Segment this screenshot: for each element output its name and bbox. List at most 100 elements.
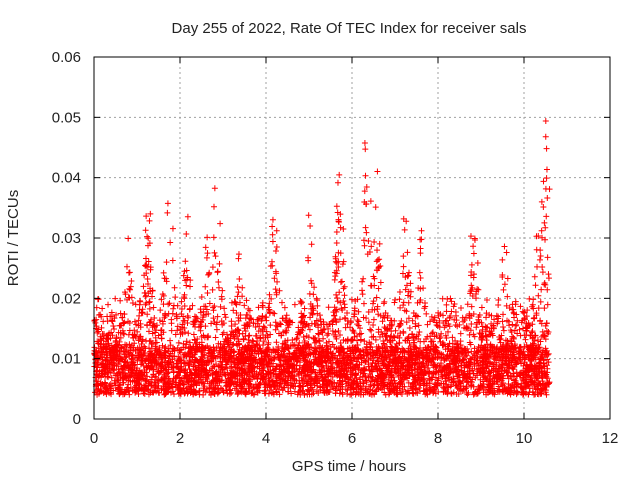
- data-point: [331, 379, 338, 386]
- data-point: [228, 299, 235, 306]
- data-point: [362, 146, 369, 153]
- data-point: [452, 358, 459, 365]
- data-point: [367, 326, 374, 333]
- data-point: [383, 326, 390, 333]
- data-point: [409, 317, 416, 324]
- data-point: [158, 363, 165, 370]
- data-point: [121, 311, 128, 318]
- data-point: [308, 280, 315, 287]
- data-point: [543, 145, 550, 152]
- data-point: [360, 237, 367, 244]
- data-point: [500, 286, 507, 293]
- data-point: [145, 258, 152, 265]
- data-point: [417, 274, 424, 281]
- data-point: [313, 317, 320, 324]
- data-point: [184, 312, 191, 319]
- data-point: [146, 240, 153, 247]
- data-point: [240, 336, 247, 343]
- data-point: [122, 359, 129, 366]
- data-point: [404, 292, 411, 299]
- data-point: [374, 168, 381, 175]
- data-point: [530, 296, 537, 303]
- data-point: [234, 283, 241, 290]
- data-point: [132, 301, 139, 308]
- data-point: [372, 388, 379, 395]
- data-point: [239, 284, 246, 291]
- data-point: [467, 233, 474, 240]
- data-point: [298, 374, 305, 381]
- data-point: [128, 277, 135, 284]
- data-point: [365, 319, 372, 326]
- data-point: [536, 256, 543, 263]
- data-point: [228, 363, 235, 370]
- data-point: [94, 329, 101, 336]
- data-point: [211, 303, 218, 310]
- data-point: [501, 243, 508, 250]
- data-point: [168, 327, 175, 334]
- data-point: [342, 386, 349, 393]
- data-point: [473, 324, 480, 331]
- data-point: [216, 260, 223, 267]
- data-point: [347, 319, 354, 326]
- data-point: [212, 334, 219, 341]
- data-point: [544, 194, 551, 201]
- data-point: [269, 231, 276, 238]
- data-point: [214, 268, 221, 275]
- data-point: [380, 337, 387, 344]
- data-point: [469, 293, 476, 300]
- data-point: [192, 349, 199, 356]
- data-point: [323, 339, 330, 346]
- data-point: [325, 304, 332, 311]
- data-point: [113, 311, 120, 318]
- data-point: [337, 224, 344, 231]
- data-point: [240, 335, 247, 342]
- data-point: [291, 388, 298, 395]
- data-point: [313, 295, 320, 302]
- data-point: [473, 348, 480, 355]
- data-point: [348, 296, 355, 303]
- data-point: [540, 178, 547, 185]
- data-point: [374, 256, 381, 263]
- data-point: [178, 298, 185, 305]
- data-point: [501, 281, 508, 288]
- data-point: [372, 336, 379, 343]
- data-point: [93, 323, 100, 330]
- data-point: [266, 300, 273, 307]
- data-point: [198, 294, 205, 301]
- data-point: [233, 310, 240, 317]
- data-point: [209, 264, 216, 271]
- data-point: [521, 316, 528, 323]
- data-point: [374, 247, 381, 254]
- data-point: [471, 333, 478, 340]
- data-point: [271, 275, 278, 282]
- data-point: [438, 330, 445, 337]
- data-point: [334, 179, 341, 186]
- data-point: [187, 283, 194, 290]
- data-point: [516, 371, 523, 378]
- data-point: [166, 300, 173, 307]
- data-point: [283, 312, 290, 319]
- data-point: [215, 279, 222, 286]
- data-point: [504, 337, 511, 344]
- data-point: [452, 308, 459, 315]
- data-point: [172, 294, 179, 301]
- data-point: [211, 249, 218, 256]
- data-point: [337, 279, 344, 286]
- data-point: [457, 342, 464, 349]
- data-point: [359, 291, 366, 298]
- data-point: [276, 320, 283, 327]
- data-point: [143, 213, 150, 220]
- data-point: [406, 325, 413, 332]
- data-point: [423, 310, 430, 317]
- data-point: [206, 300, 213, 307]
- data-point: [504, 275, 511, 282]
- data-point: [133, 321, 140, 328]
- data-point: [369, 306, 376, 313]
- data-point: [381, 330, 388, 337]
- data-point: [269, 238, 276, 245]
- data-point: [315, 330, 322, 337]
- data-point: [534, 337, 541, 344]
- data-point: [365, 309, 372, 316]
- data-point: [361, 139, 368, 146]
- data-point: [339, 261, 346, 268]
